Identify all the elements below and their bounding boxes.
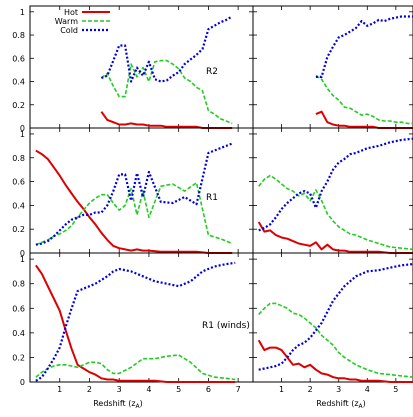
series-cold-line [101, 15, 233, 83]
series-cold-line [258, 137, 413, 232]
x-tick-label: 1 [57, 385, 62, 394]
x-axis-titles: Redshift (zA) Redshift (zA) [93, 399, 366, 410]
panel-frame [252, 252, 413, 383]
x-tick-label: 7 [236, 385, 241, 394]
series-warm-line [35, 354, 236, 381]
series-hot-line [257, 221, 413, 254]
panel-r1-winds-left: 0 0.2 0.4 0.6 0.8 1 1 2 3 4 5 6 7 R1 (winds) [12, 252, 254, 394]
series-hot-line [257, 339, 413, 383]
series-cold-line [315, 15, 413, 79]
y-tick-label: 1 [20, 255, 25, 264]
panel-r1-left: 0 0.2 0.4 0.6 0.8 1 R1 [12, 127, 254, 258]
y-tick-label: 0.8 [12, 31, 25, 40]
y-tick-label: 1 [20, 8, 25, 17]
y-tick-label: 0.4 [12, 201, 25, 210]
series-warm-line [258, 302, 413, 378]
x-tick-label: 2 [308, 385, 313, 394]
y-tick-label: 0 [20, 124, 25, 133]
x-tick-label: 3 [336, 385, 341, 394]
x-tick-label: 2 [87, 385, 92, 394]
y-tick-label: 0.8 [12, 154, 25, 163]
y-tick-label: 0.6 [12, 54, 25, 63]
y-tick-label: 0.2 [12, 353, 25, 362]
y-tick-label: 0.4 [12, 329, 25, 338]
x-tick-label: 3 [117, 385, 122, 394]
panel-r1-winds-right: 1 2 3 4 5 [252, 252, 413, 394]
x-tick-label: 6 [206, 385, 211, 394]
y-tick-label: 0.2 [12, 225, 25, 234]
y-tick-label: 0.4 [12, 78, 25, 87]
series-warm-line [100, 59, 233, 125]
y-tick-label: 1 [20, 130, 25, 139]
y-tick-label: 0 [20, 378, 25, 387]
x-tick-label: 4 [146, 385, 151, 394]
y-tick-label: 0.6 [12, 304, 25, 313]
series-warm-line [315, 75, 413, 125]
panel-label: R1 (winds) [202, 321, 250, 331]
panel-r1-right [252, 127, 413, 254]
legend-label-warm: Warm [55, 17, 78, 26]
panel-label: R2 [206, 67, 218, 77]
series-cold-line [35, 261, 236, 382]
x-tick-label: 5 [176, 385, 181, 394]
series-hot-line [35, 264, 236, 383]
panels-layer: 00.20.40.60.81R200.20.40.60.81R100.20.40… [12, 5, 413, 394]
series-warm-line [258, 174, 413, 251]
x-tick-label: 1 [279, 385, 284, 394]
x-axis-title-left: Redshift (zA) [93, 399, 143, 410]
x-tick-label: 5 [393, 385, 398, 394]
panel-label: R1 [206, 193, 218, 203]
x-axis-title-right: Redshift (zA) [316, 399, 366, 410]
y-tick-label: 0.8 [12, 280, 25, 289]
y-tick-label: 0.2 [12, 101, 25, 110]
series-warm-line [35, 182, 233, 246]
legend-label-hot: Hot [64, 8, 78, 17]
x-tick-label: 4 [365, 385, 370, 394]
y-tick-label: 0.6 [12, 178, 25, 187]
series-hot-line [35, 149, 233, 254]
series-cold-line [35, 142, 233, 246]
legend-label-cold: Cold [60, 26, 78, 35]
y-tick-label: 0 [20, 249, 25, 258]
